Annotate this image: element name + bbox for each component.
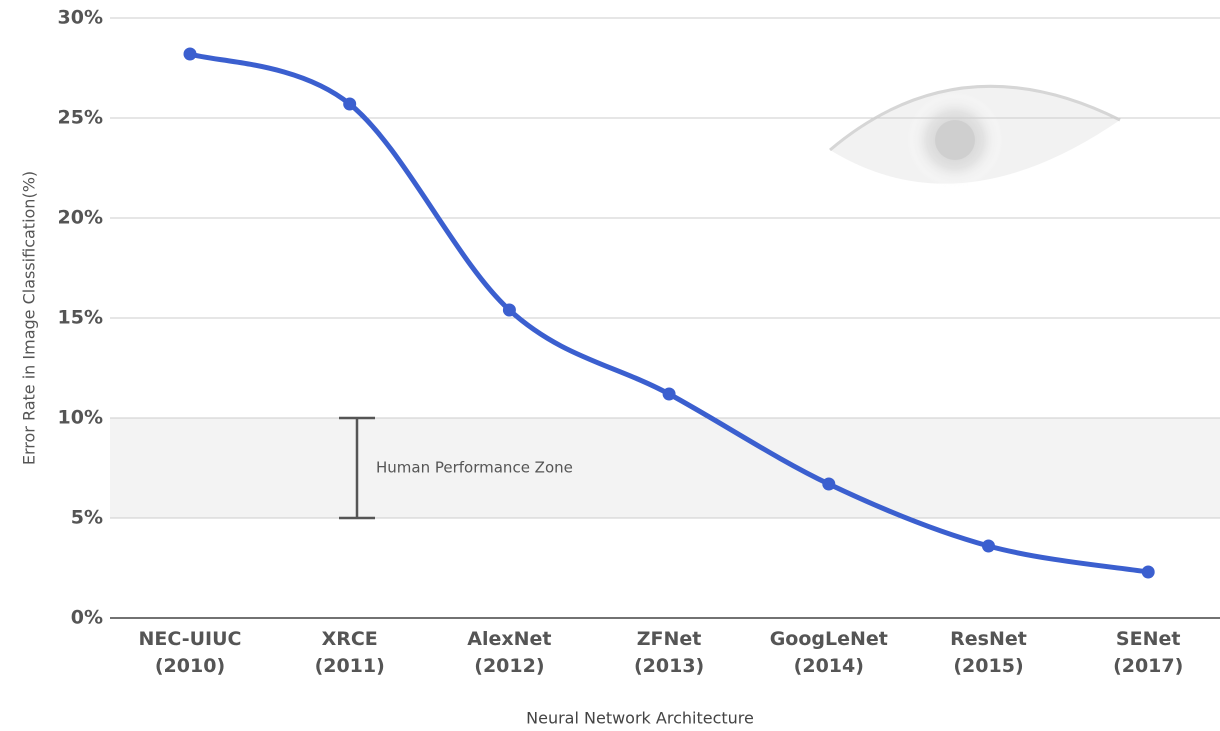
x-tick-label: GoogLeNet (2014) (749, 626, 909, 680)
y-axis-title: Error Rate in Image Classification(%) (20, 171, 39, 465)
human-zone (110, 418, 1220, 518)
y-tick-label: 20% (58, 207, 103, 229)
x-tick-label: AlexNet (2012) (429, 626, 589, 680)
data-point (184, 48, 197, 61)
y-tick-label: 25% (58, 107, 103, 129)
data-point (343, 98, 356, 111)
x-tick-label: ResNet (2015) (909, 626, 1069, 680)
data-point (1142, 566, 1155, 579)
chart-container: Error Rate in Image Classification(%) Ne… (0, 0, 1220, 731)
x-axis-title: Neural Network Architecture (526, 709, 754, 728)
y-tick-label: 15% (58, 307, 103, 329)
y-tick-label: 10% (58, 407, 103, 429)
x-tick-label: XRCE (2011) (270, 626, 430, 680)
y-tick-label: 30% (58, 7, 103, 29)
x-tick-label: ZFNet (2013) (589, 626, 749, 680)
y-tick-label: 0% (71, 607, 103, 629)
x-tick-label: SENet (2017) (1068, 626, 1220, 680)
data-point (982, 540, 995, 553)
eye-illustration (830, 86, 1120, 188)
x-tick-label: NEC-UIUC (2010) (110, 626, 270, 680)
data-point (503, 304, 516, 317)
data-point (822, 478, 835, 491)
zone-label: Human Performance Zone (376, 459, 573, 477)
chart: Error Rate in Image Classification(%) Ne… (0, 0, 1220, 731)
data-point (663, 388, 676, 401)
y-tick-label: 5% (71, 507, 103, 529)
